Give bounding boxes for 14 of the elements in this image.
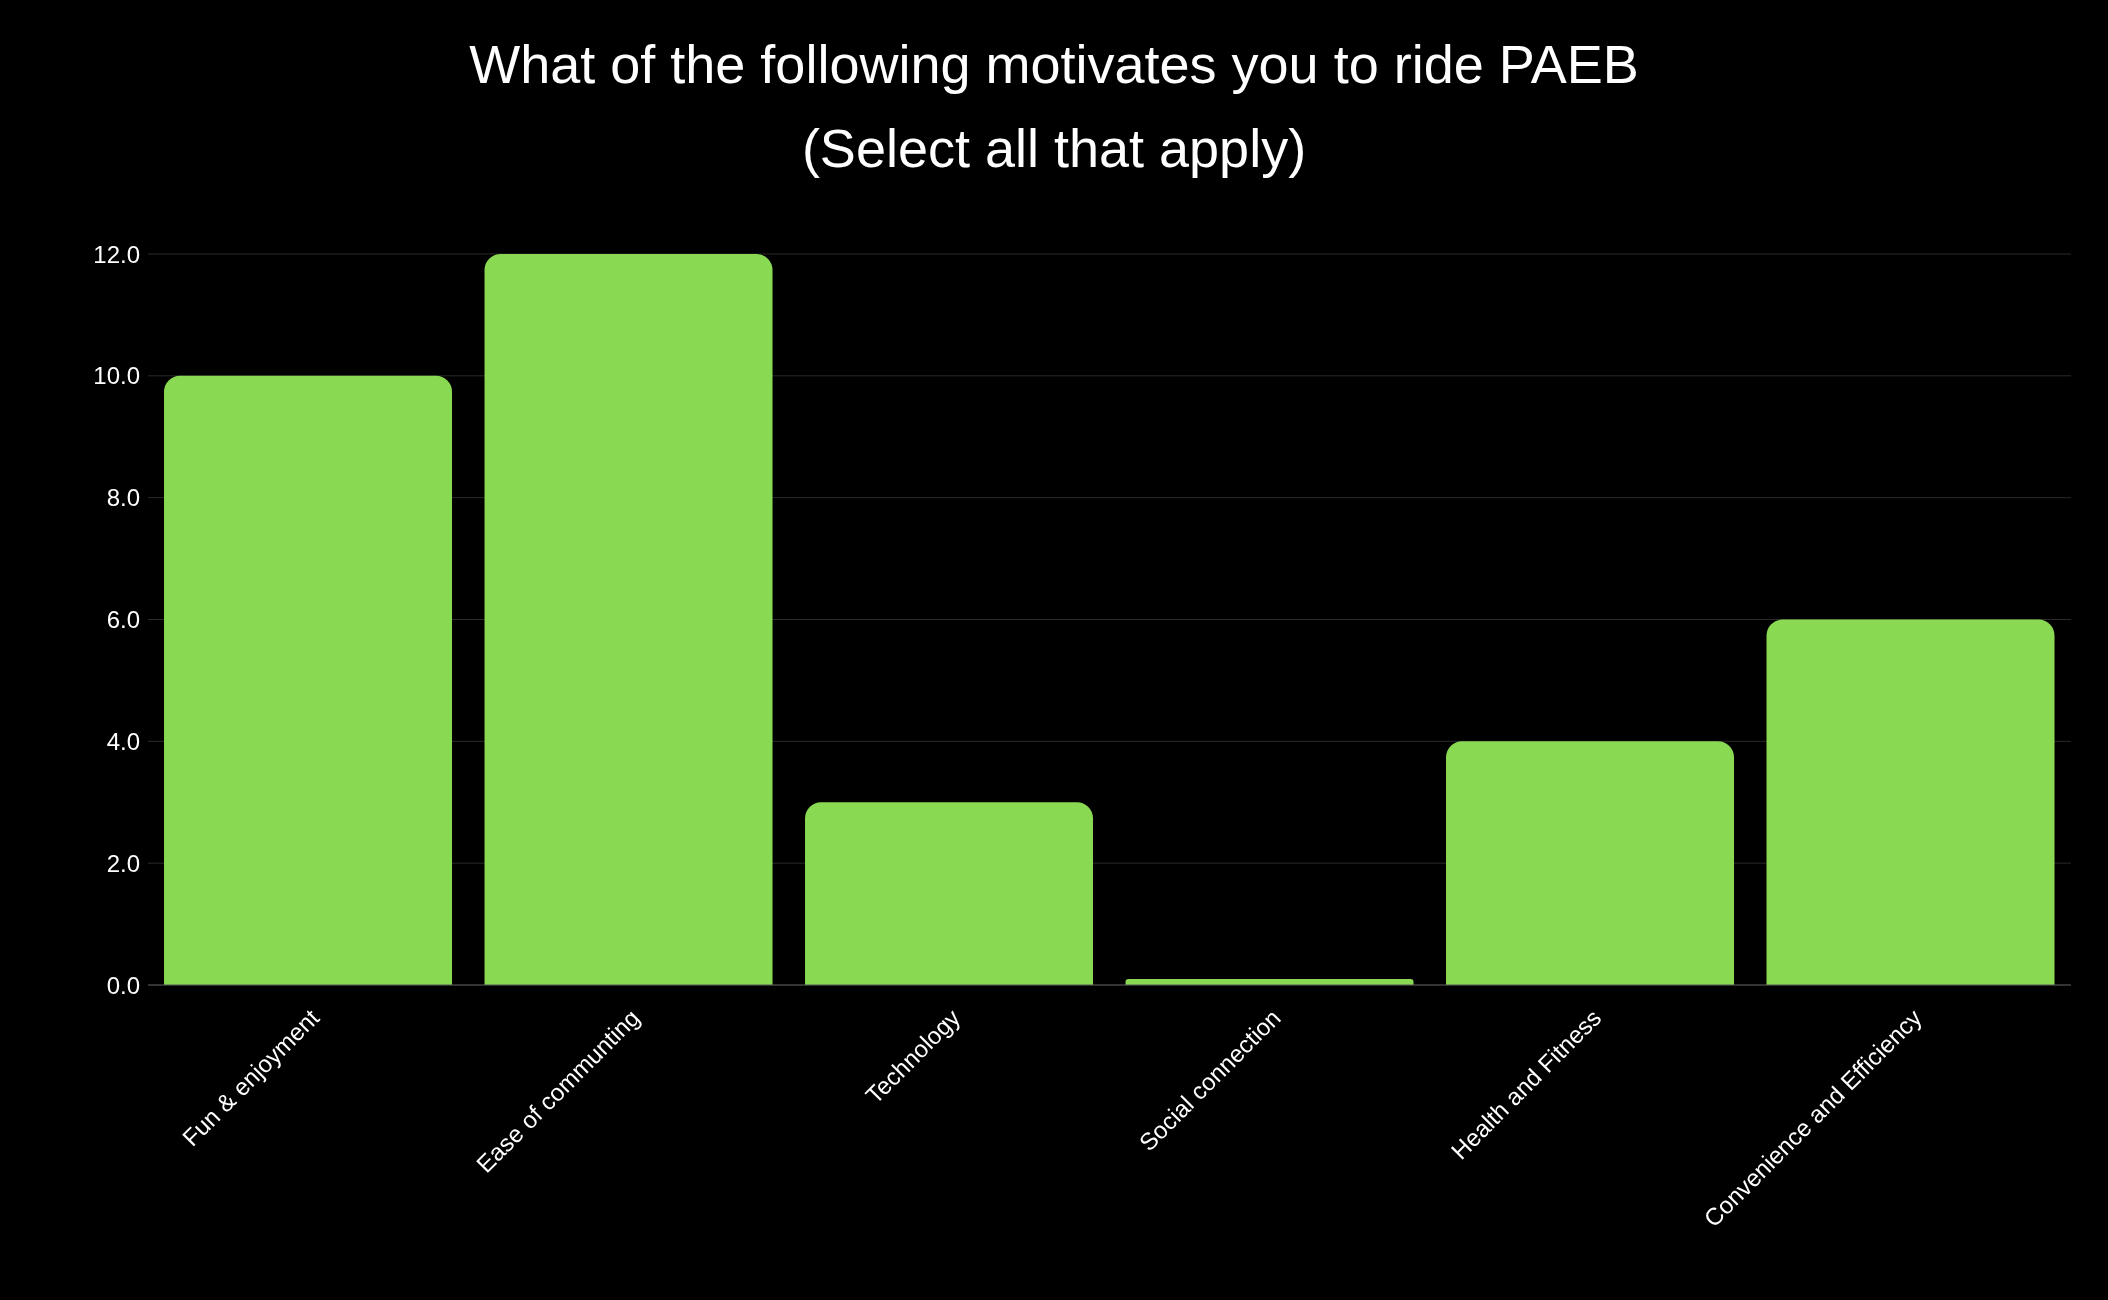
bar (805, 802, 1094, 985)
y-tick-label: 2.0 (106, 849, 140, 877)
y-tick-label: 4.0 (106, 727, 140, 755)
y-tick-label: 6.0 (106, 606, 140, 634)
y-tick-label: 10.0 (93, 362, 140, 390)
bar (484, 254, 773, 985)
chart-title: What of the following motivates you to ride PAEB (468, 33, 1640, 96)
y-tick-label: 0.0 (106, 971, 140, 999)
y-tick-label: 12.0 (93, 240, 140, 268)
chart-subtitle: (Select all that apply) (800, 117, 1308, 180)
bar (164, 375, 453, 985)
y-tick-label: 8.0 (106, 484, 140, 512)
bar (1446, 741, 1735, 985)
bar (1766, 619, 2055, 985)
